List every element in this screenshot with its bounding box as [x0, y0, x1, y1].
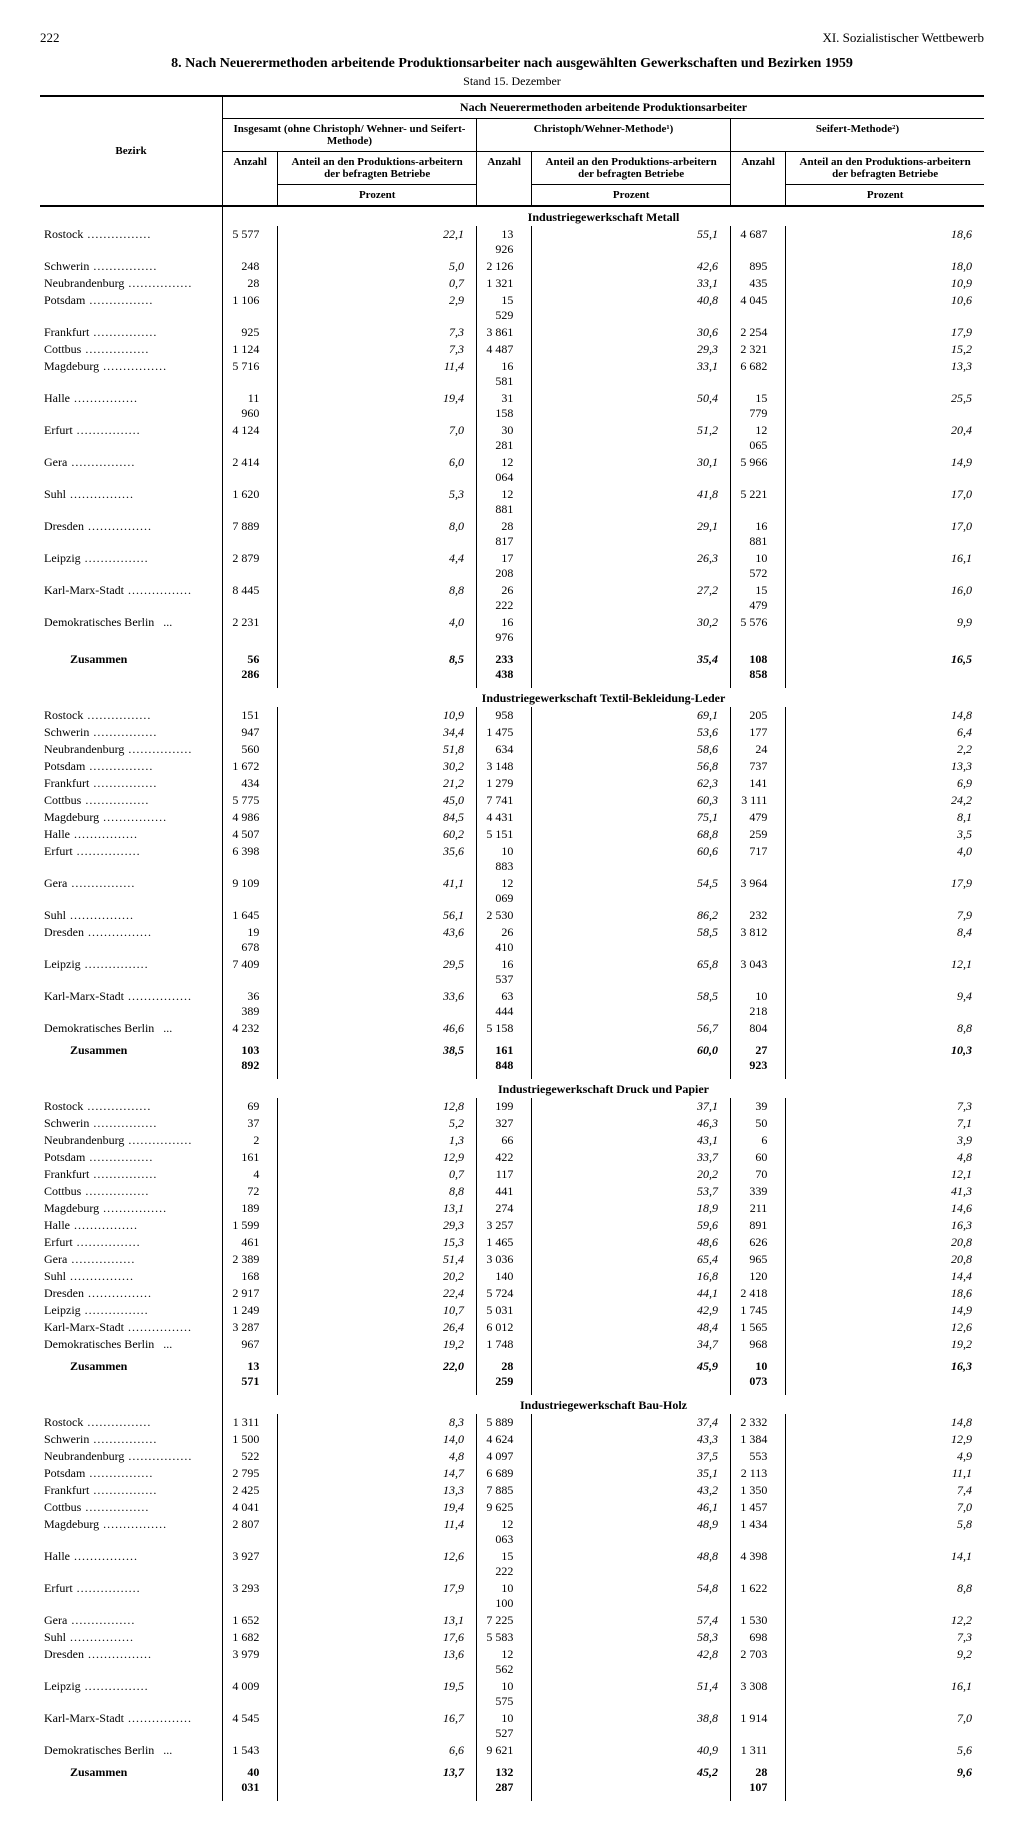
table-row: Rostock15110,995869,120514,8	[40, 707, 984, 724]
table-row: Cottbus728,844153,733941,3	[40, 1183, 984, 1200]
table-row: Rostock5 57722,113 92655,14 68718,6	[40, 226, 984, 258]
table-subtitle: Stand 15. Dezember	[40, 74, 984, 89]
section-title: Industriegewerkschaft Bau-Holz	[223, 1395, 985, 1414]
table-row: Dresden3 97913,612 56242,82 7039,2	[40, 1646, 984, 1678]
table-row: Halle11 96019,431 15850,415 77925,5	[40, 390, 984, 422]
table-row: Frankfurt2 42513,37 88543,21 3507,4	[40, 1482, 984, 1499]
table-row: Frankfurt9257,33 86130,62 25417,9	[40, 324, 984, 341]
table-row: Cottbus1 1247,34 48729,32 32115,2	[40, 341, 984, 358]
table-row: Karl-Marx-Stadt8 4458,826 22227,215 4791…	[40, 582, 984, 614]
table-row: Gera2 4146,012 06430,15 96614,9	[40, 454, 984, 486]
table-row: Dresden7 8898,028 81729,116 88117,0	[40, 518, 984, 550]
table-row: Rostock6912,819937,1397,3	[40, 1098, 984, 1115]
table-row: Neubrandenburg56051,863458,6242,2	[40, 741, 984, 758]
table-row: Demokratisches Berlin ...4 23246,65 1585…	[40, 1020, 984, 1037]
col-anteil-3: Anteil an den Produktions-arbeitern der …	[786, 152, 984, 185]
table-row: Cottbus5 77545,07 74160,33 11124,2	[40, 792, 984, 809]
data-table: Bezirk Nach Neuerermethoden arbeitende P…	[40, 95, 984, 1801]
col-prozent-2: Prozent	[532, 185, 731, 207]
table-row: Potsdam1 67230,23 14856,873713,3	[40, 758, 984, 775]
table-row: Gera1 65213,17 22557,41 53012,2	[40, 1612, 984, 1629]
table-row: Neubrandenburg280,71 32133,143510,9	[40, 275, 984, 292]
section-title: Industriegewerkschaft Metall	[223, 206, 985, 226]
col-anteil-1: Anteil an den Produktions-arbeitern der …	[278, 152, 477, 185]
group-header-1: Insgesamt (ohne Christoph/ Wehner- und S…	[223, 119, 477, 152]
table-row: Erfurt46115,31 46548,662620,8	[40, 1234, 984, 1251]
table-row: Gera9 10941,112 06954,53 96417,9	[40, 875, 984, 907]
col-anzahl-2: Anzahl	[476, 152, 531, 185]
table-row: Magdeburg2 80711,412 06348,91 4345,8	[40, 1516, 984, 1548]
table-row: Erfurt3 29317,910 10054,81 6228,8	[40, 1580, 984, 1612]
total-row: Zusammen13 57122,028 25945,910 07316,3	[40, 1353, 984, 1395]
table-row: Halle1 59929,33 25759,689116,3	[40, 1217, 984, 1234]
table-row: Magdeburg4 98684,54 43175,14798,1	[40, 809, 984, 826]
table-row: Karl-Marx-Stadt3 28726,46 01248,41 56512…	[40, 1319, 984, 1336]
table-row: Suhl1 68217,65 58358,36987,3	[40, 1629, 984, 1646]
table-row: Neubrandenburg21,36643,163,9	[40, 1132, 984, 1149]
table-row: Demokratisches Berlin ...2 2314,016 9763…	[40, 614, 984, 646]
section-title: Industriegewerkschaft Druck und Papier	[223, 1079, 985, 1098]
table-row: Leipzig1 24910,75 03142,91 74514,9	[40, 1302, 984, 1319]
col-prozent-1: Prozent	[278, 185, 477, 207]
table-row: Suhl1 6205,312 88141,85 22117,0	[40, 486, 984, 518]
total-row: Zusammen56 2868,5233 43835,4108 85816,5	[40, 646, 984, 688]
table-row: Demokratisches Berlin ...96719,21 74834,…	[40, 1336, 984, 1353]
table-row: Cottbus4 04119,49 62546,11 4577,0	[40, 1499, 984, 1516]
table-row: Schwerin2485,02 12642,689518,0	[40, 258, 984, 275]
col-anzahl-1: Anzahl	[223, 152, 278, 185]
table-row: Gera2 38951,43 03665,496520,8	[40, 1251, 984, 1268]
table-row: Halle3 92712,615 22248,84 39814,1	[40, 1548, 984, 1580]
table-row: Leipzig2 8794,417 20826,310 57216,1	[40, 550, 984, 582]
table-row: Magdeburg5 71611,416 58133,16 68213,3	[40, 358, 984, 390]
table-row: Magdeburg18913,127418,921114,6	[40, 1200, 984, 1217]
table-row: Leipzig4 00919,510 57551,43 30816,1	[40, 1678, 984, 1710]
table-row: Schwerin94734,41 47553,61776,4	[40, 724, 984, 741]
spanner-header: Nach Neuerermethoden arbeitende Produkti…	[223, 96, 985, 119]
chapter-title: XI. Sozialistischer Wettbewerb	[822, 30, 984, 46]
table-row: Potsdam16112,942233,7604,8	[40, 1149, 984, 1166]
group-header-3: Seifert-Methode²)	[730, 119, 984, 152]
table-row: Potsdam2 79514,76 68935,12 11311,1	[40, 1465, 984, 1482]
table-row: Dresden2 91722,45 72444,12 41818,6	[40, 1285, 984, 1302]
table-row: Halle4 50760,25 15168,82593,5	[40, 826, 984, 843]
col-prozent-3: Prozent	[786, 185, 984, 207]
table-row: Dresden19 67843,626 41058,53 8128,4	[40, 924, 984, 956]
table-row: Potsdam1 1062,915 52940,84 04510,6	[40, 292, 984, 324]
table-row: Erfurt6 39835,610 88360,67174,0	[40, 843, 984, 875]
total-row: Zusammen103 89238,5161 84860,027 92310,3	[40, 1037, 984, 1079]
table-row: Schwerin1 50014,04 62443,31 38412,9	[40, 1431, 984, 1448]
table-row: Karl-Marx-Stadt4 54516,710 52738,81 9147…	[40, 1710, 984, 1742]
table-row: Rostock1 3118,35 88937,42 33214,8	[40, 1414, 984, 1431]
group-header-2: Christoph/Wehner-Methode¹)	[476, 119, 730, 152]
col-bezirk: Bezirk	[40, 96, 223, 206]
table-row: Suhl1 64556,12 53086,22327,9	[40, 907, 984, 924]
table-row: Frankfurt40,711720,27012,1	[40, 1166, 984, 1183]
section-title: Industriegewerkschaft Textil-Bekleidung-…	[223, 688, 985, 707]
table-row: Neubrandenburg5224,84 09737,55534,9	[40, 1448, 984, 1465]
total-row: Zusammen40 03113,7132 28745,228 1079,6	[40, 1759, 984, 1801]
table-row: Leipzig7 40929,516 53765,83 04312,1	[40, 956, 984, 988]
col-anzahl-3: Anzahl	[730, 152, 785, 185]
table-row: Karl-Marx-Stadt36 38933,663 44458,510 21…	[40, 988, 984, 1020]
table-title: 8. Nach Neuerermethoden arbeitende Produ…	[40, 56, 984, 72]
table-row: Suhl16820,214016,812014,4	[40, 1268, 984, 1285]
col-anteil-2: Anteil an den Produktions-arbeitern der …	[532, 152, 731, 185]
table-row: Schwerin375,232746,3507,1	[40, 1115, 984, 1132]
page-number: 222	[40, 30, 60, 46]
table-row: Frankfurt43421,21 27962,31416,9	[40, 775, 984, 792]
table-row: Erfurt4 1247,030 28151,212 06520,4	[40, 422, 984, 454]
table-row: Demokratisches Berlin ...1 5436,69 62140…	[40, 1742, 984, 1759]
